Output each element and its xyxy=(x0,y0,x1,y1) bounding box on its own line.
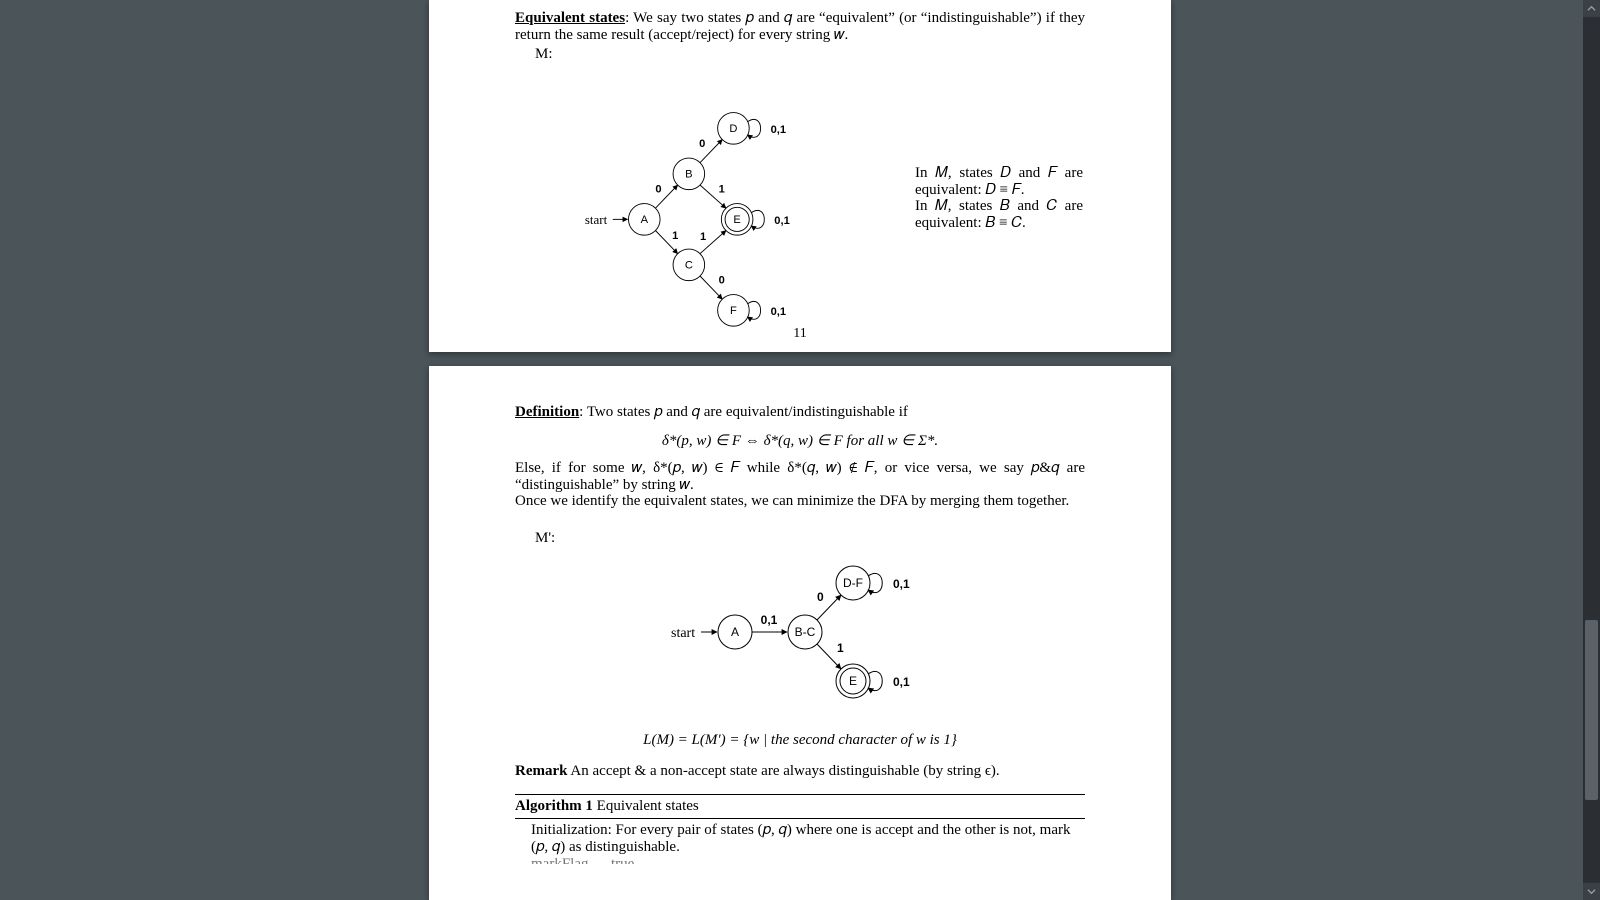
definition-heading: Definition xyxy=(515,404,579,420)
svg-text:0,1: 0,1 xyxy=(761,613,778,627)
scroll-up-button[interactable] xyxy=(1583,0,1600,17)
algo-init-line: Initialization: For every pair of states… xyxy=(531,822,1085,857)
algorithm-title-row: Algorithm 1 Equivalent states xyxy=(515,795,1085,819)
scroll-down-button[interactable] xyxy=(1583,883,1600,900)
svg-text:1: 1 xyxy=(837,641,844,655)
chevron-down-icon xyxy=(1587,887,1596,896)
remark-text: An accept & a non-accept state are alway… xyxy=(568,763,1000,779)
algorithm-body: Initialization: For every pair of states… xyxy=(515,819,1085,865)
svg-text:0,1: 0,1 xyxy=(893,675,910,689)
definition-text: : Two states 𝑝 and 𝑞 are equivalent/indi… xyxy=(579,404,908,420)
svg-text:0: 0 xyxy=(699,138,705,150)
once-paragraph: Once we identify the equivalent states, … xyxy=(515,493,1085,510)
pdf-page-12: Definition: Two states 𝑝 and 𝑞 are equiv… xyxy=(429,366,1171,900)
svg-text:start: start xyxy=(585,212,608,227)
svg-text:1: 1 xyxy=(719,184,725,196)
page-number-11: 11 xyxy=(429,326,1171,342)
equiv-states-paragraph: Equivalent states: We say two states 𝑝 a… xyxy=(515,10,1085,44)
svg-text:B: B xyxy=(685,169,692,181)
diagram-m-row: start A B C D E F 0 xyxy=(515,68,1085,328)
side-note-line1: In 𝑀, states 𝐷 and 𝐹 are equivalent: 𝐷 ≡… xyxy=(915,165,1083,199)
svg-text:start: start xyxy=(671,626,695,641)
chevron-up-icon xyxy=(1587,4,1596,13)
svg-text:0,1: 0,1 xyxy=(774,215,789,227)
svg-text:A: A xyxy=(641,214,649,226)
svg-text:D: D xyxy=(729,123,737,135)
algorithm-name: Equivalent states xyxy=(593,798,699,814)
mprime-label: M': xyxy=(515,530,1085,547)
svg-text:E: E xyxy=(849,674,857,688)
svg-text:C: C xyxy=(685,260,693,272)
svg-text:F: F xyxy=(730,305,737,317)
equiv-states-heading: Equivalent states xyxy=(515,10,625,26)
scroll-thumb[interactable] xyxy=(1585,620,1598,800)
svg-text:A: A xyxy=(731,625,739,639)
remark-label: Remark xyxy=(515,763,568,779)
side-note-m: In 𝑀, states 𝐷 and 𝐹 are equivalent: 𝐷 ≡… xyxy=(915,165,1083,232)
svg-text:0: 0 xyxy=(719,275,725,287)
svg-text:1: 1 xyxy=(672,230,678,242)
svg-text:0,1: 0,1 xyxy=(893,577,910,591)
else-paragraph: Else, if for some 𝑤, δ*(𝑝, 𝑤) ∈ 𝐹 while … xyxy=(515,460,1085,494)
algorithm-number: Algorithm 1 xyxy=(515,798,593,814)
algo-markflag-line: markFlag ← true xyxy=(531,856,1085,864)
svg-text:D-F: D-F xyxy=(843,576,863,590)
remark-line: Remark An accept & a non-accept state ar… xyxy=(515,763,1085,780)
svg-text:B-C: B-C xyxy=(795,625,816,639)
svg-text:0,1: 0,1 xyxy=(771,124,786,136)
pdf-page-11: Equivalent states: We say two states 𝑝 a… xyxy=(429,0,1171,352)
definition-paragraph: Definition: Two states 𝑝 and 𝑞 are equiv… xyxy=(515,404,1085,421)
language-formula: L(M) = L(M′) = {w | the second character… xyxy=(515,732,1085,749)
m-label: M: xyxy=(515,46,1085,63)
algorithm-box: Algorithm 1 Equivalent states Initializa… xyxy=(515,794,1085,865)
side-note-line2: In 𝑀, states 𝐵 and 𝐶 are equivalent: 𝐵 ≡… xyxy=(915,198,1083,232)
pdf-viewport: Equivalent states: We say two states 𝑝 a… xyxy=(0,0,1600,900)
state-diagram-m: start A B C D E F 0 xyxy=(515,68,885,328)
svg-text:0: 0 xyxy=(817,590,824,604)
state-diagram-mprime: start A B-C D-F E 0,1 0 1 xyxy=(600,547,1000,722)
equivalence-formula: δ*(p, w) ∈ F ⇔ δ*(q, w) ∈ F for all w ∈ … xyxy=(515,431,1085,450)
vertical-scrollbar[interactable] xyxy=(1583,0,1600,900)
svg-text:0,1: 0,1 xyxy=(771,306,786,318)
svg-text:0: 0 xyxy=(655,184,661,196)
svg-text:E: E xyxy=(733,214,740,226)
svg-text:1: 1 xyxy=(700,231,706,243)
